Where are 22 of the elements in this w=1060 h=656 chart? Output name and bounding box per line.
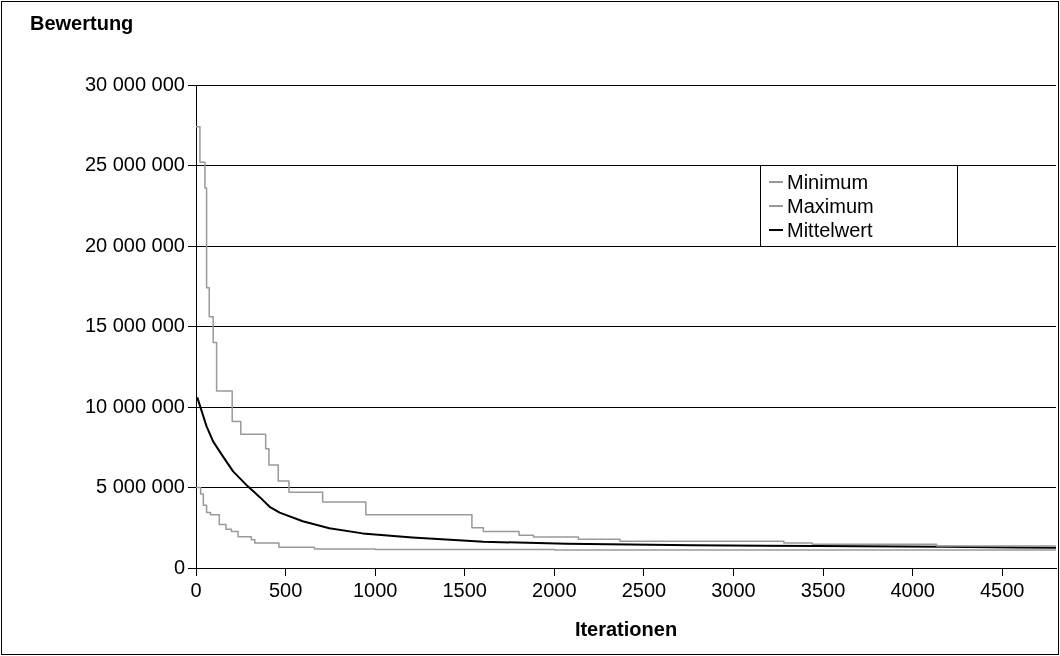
- x-tick-label: 4500: [980, 578, 1025, 601]
- legend-label: Maximum: [787, 194, 874, 218]
- x-tick-label: 1500: [442, 578, 487, 601]
- x-tick-label: 500: [268, 578, 303, 601]
- y-tick-label: 25 000 000: [84, 153, 185, 176]
- y-tick-label: 5 000 000: [96, 475, 185, 498]
- x-tick-label: 4000: [890, 578, 935, 601]
- y-tick-label: 20 000 000: [84, 233, 185, 256]
- x-tick-label: 2500: [621, 578, 667, 601]
- x-axis-title: Iterationen: [574, 617, 678, 640]
- y-tick-label: 15 000 000: [84, 314, 185, 337]
- y-tick-label: 0: [173, 555, 185, 578]
- x-tick-label: 2000: [532, 578, 577, 601]
- x-tick-label: 3500: [800, 578, 846, 601]
- y-tick-label: 30 000 000: [84, 72, 185, 95]
- y-tick-label: 10 000 000: [84, 394, 185, 417]
- legend-label: Mittelwert: [787, 218, 873, 242]
- y-axis-title: Bewertung: [30, 11, 134, 34]
- x-tick-label: 3000: [711, 578, 756, 601]
- x-tick-label: 0: [190, 578, 202, 601]
- legend-label: Minimum: [787, 170, 869, 194]
- x-tick-label: 1000: [352, 578, 398, 601]
